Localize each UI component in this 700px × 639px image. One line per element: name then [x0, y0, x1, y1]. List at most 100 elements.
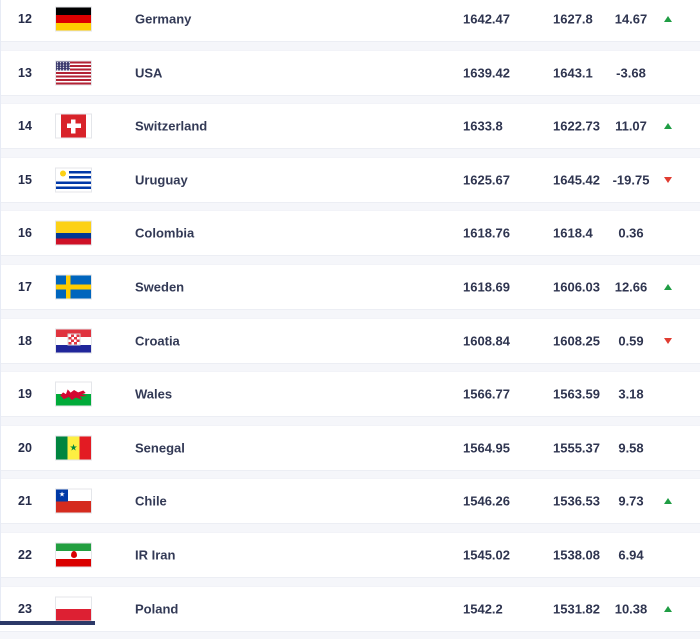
ranking-row[interactable]: 13 USA 1639.42 1643.1 -3.68	[0, 49, 700, 96]
trend-cell	[660, 123, 676, 130]
country-name: Sweden	[135, 279, 185, 295]
points-previous: 1643.1	[553, 65, 593, 81]
trend-down-icon	[664, 337, 672, 344]
country-name: Uruguay	[135, 172, 188, 188]
ranking-row[interactable]: 18 Croatia 1608.84 1608.25 0.59	[0, 317, 700, 364]
rank-cell: 22	[18, 547, 32, 562]
points-previous: 1622.73	[553, 118, 600, 134]
points-total: 1618.76	[463, 225, 510, 241]
flag-icon-poland	[56, 597, 91, 621]
flag-icon-sweden	[56, 275, 91, 299]
flag-icon-switzerland	[56, 114, 91, 138]
flag-icon-colombia	[56, 221, 91, 245]
rank-cell: 19	[18, 387, 32, 402]
points-change: 12.66	[614, 279, 648, 295]
points-change: 0.59	[618, 333, 644, 349]
rank-cell: 15	[18, 172, 32, 187]
points-change: 0.36	[618, 225, 644, 241]
trend-cell	[660, 283, 676, 290]
flag-box	[55, 596, 92, 622]
rank-cell: 23	[18, 601, 32, 616]
points-previous: 1618.4	[553, 225, 593, 241]
points-previous: 1608.25	[553, 333, 600, 349]
flag-box	[55, 220, 92, 246]
ranking-row[interactable]: 22 IR Iran 1545.02 1538.08 6.94	[0, 531, 700, 578]
points-change: 14.67	[614, 11, 648, 27]
points-change: 11.07	[615, 118, 647, 134]
flag-icon-usa	[56, 61, 91, 85]
flag-icon-germany	[56, 7, 91, 31]
points-total: 1564.95	[463, 440, 510, 456]
points-change: 6.94	[618, 547, 644, 563]
trend-up-icon	[664, 498, 672, 505]
points-change: 10.38	[614, 601, 648, 617]
rank-cell: 17	[18, 279, 32, 294]
points-previous: 1645.42	[553, 172, 600, 188]
trend-up-icon	[664, 283, 672, 290]
rank-cell: 13	[18, 65, 32, 80]
rank-cell: 20	[18, 440, 32, 455]
flag-box	[55, 328, 92, 354]
points-total: 1566.77	[463, 386, 510, 402]
ranking-row[interactable]: 15 Uruguay 1625.67 1645.42 -19.75	[0, 156, 700, 203]
country-name: Croatia	[135, 333, 180, 349]
trend-cell	[660, 176, 676, 183]
points-change: 9.73	[618, 493, 644, 509]
ranking-row[interactable]: 19 Wales 1566.77 1563.59 3.18	[0, 371, 700, 418]
flag-box	[55, 274, 92, 300]
trend-up-icon	[664, 16, 672, 22]
country-name: Germany	[135, 11, 192, 27]
points-total: 1633.8	[463, 118, 503, 134]
ranking-row[interactable]: 16 Colombia 1618.76 1618.4 0.36	[0, 210, 700, 257]
trend-up-icon	[664, 605, 672, 612]
points-total: 1546.26	[463, 493, 510, 509]
rank-cell: 21	[18, 494, 32, 509]
country-name: USA	[135, 65, 163, 81]
points-total: 1639.42	[463, 65, 510, 81]
points-total: 1642.47	[463, 11, 510, 27]
points-total: 1618.69	[463, 279, 510, 295]
flag-box	[55, 381, 92, 407]
flag-box	[55, 435, 92, 461]
ranking-row[interactable]: 23 Poland 1542.2 1531.82 10.38	[0, 585, 700, 632]
country-name: IR Iran	[135, 547, 176, 563]
flag-box	[55, 488, 92, 514]
flag-icon-iran	[56, 543, 91, 567]
points-previous: 1531.82	[553, 601, 600, 617]
table-left-edge-divider	[0, 0, 1, 625]
fifa-ranking-page: { "table": { "rows": [ {"rank":"12","cou…	[0, 0, 700, 625]
flag-box	[55, 167, 92, 193]
points-previous: 1555.37	[553, 440, 600, 456]
flag-box	[55, 542, 92, 568]
points-change: 3.18	[618, 386, 644, 402]
rank-cell: 14	[18, 119, 32, 134]
ranking-row[interactable]: 17 Sweden 1618.69 1606.03 12.66	[0, 263, 700, 310]
ranking-row[interactable]: 20 Senegal 1564.95 1555.37 9.58	[0, 424, 700, 471]
country-name: Wales	[135, 386, 173, 402]
trend-down-icon	[664, 176, 672, 183]
trend-cell	[660, 16, 676, 22]
trend-cell	[660, 498, 676, 505]
points-previous: 1563.59	[553, 386, 600, 402]
flag-icon-croatia	[56, 329, 91, 353]
country-name: Chile	[135, 493, 167, 509]
ranking-row[interactable]: 21 Chile 1546.26 1536.53 9.73	[0, 478, 700, 525]
flag-box	[55, 60, 92, 86]
flag-box	[55, 6, 92, 32]
ranking-row[interactable]: 12 Germany 1642.47 1627.8 14.67	[0, 0, 700, 42]
points-total: 1625.67	[463, 172, 510, 188]
flag-icon-senegal	[56, 436, 91, 460]
country-name: Senegal	[135, 440, 185, 456]
points-previous: 1538.08	[553, 547, 600, 563]
points-total: 1542.2	[463, 601, 503, 617]
trend-cell	[660, 337, 676, 344]
cutoff-dark-element	[0, 621, 95, 625]
country-name: Poland	[135, 601, 179, 617]
flag-icon-uruguay	[56, 168, 91, 192]
points-total: 1608.84	[463, 333, 510, 349]
points-change: 9.58	[618, 440, 644, 456]
rank-cell: 12	[18, 12, 32, 26]
country-name: Switzerland	[135, 118, 208, 134]
ranking-row[interactable]: 14 Switzerland 1633.8 1622.73 11.07	[0, 103, 700, 150]
